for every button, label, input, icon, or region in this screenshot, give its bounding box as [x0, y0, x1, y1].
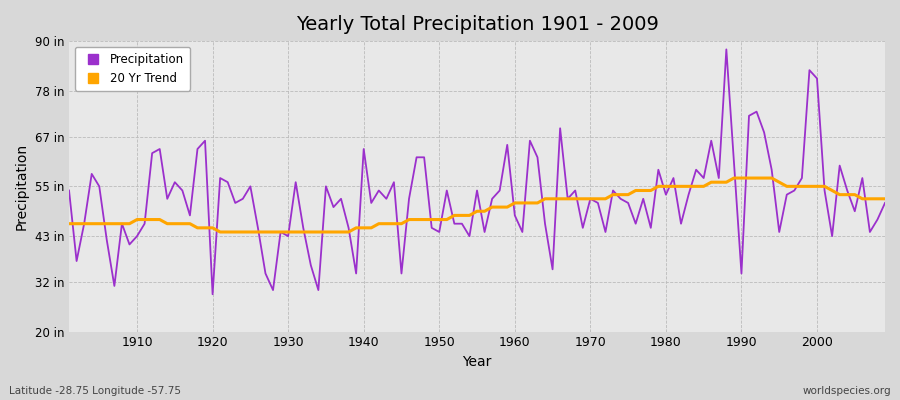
Legend: Precipitation, 20 Yr Trend: Precipitation, 20 Yr Trend	[75, 47, 191, 91]
Title: Yearly Total Precipitation 1901 - 2009: Yearly Total Precipitation 1901 - 2009	[295, 15, 659, 34]
X-axis label: Year: Year	[463, 355, 491, 369]
Y-axis label: Precipitation: Precipitation	[15, 143, 29, 230]
Text: worldspecies.org: worldspecies.org	[803, 386, 891, 396]
Text: Latitude -28.75 Longitude -57.75: Latitude -28.75 Longitude -57.75	[9, 386, 181, 396]
